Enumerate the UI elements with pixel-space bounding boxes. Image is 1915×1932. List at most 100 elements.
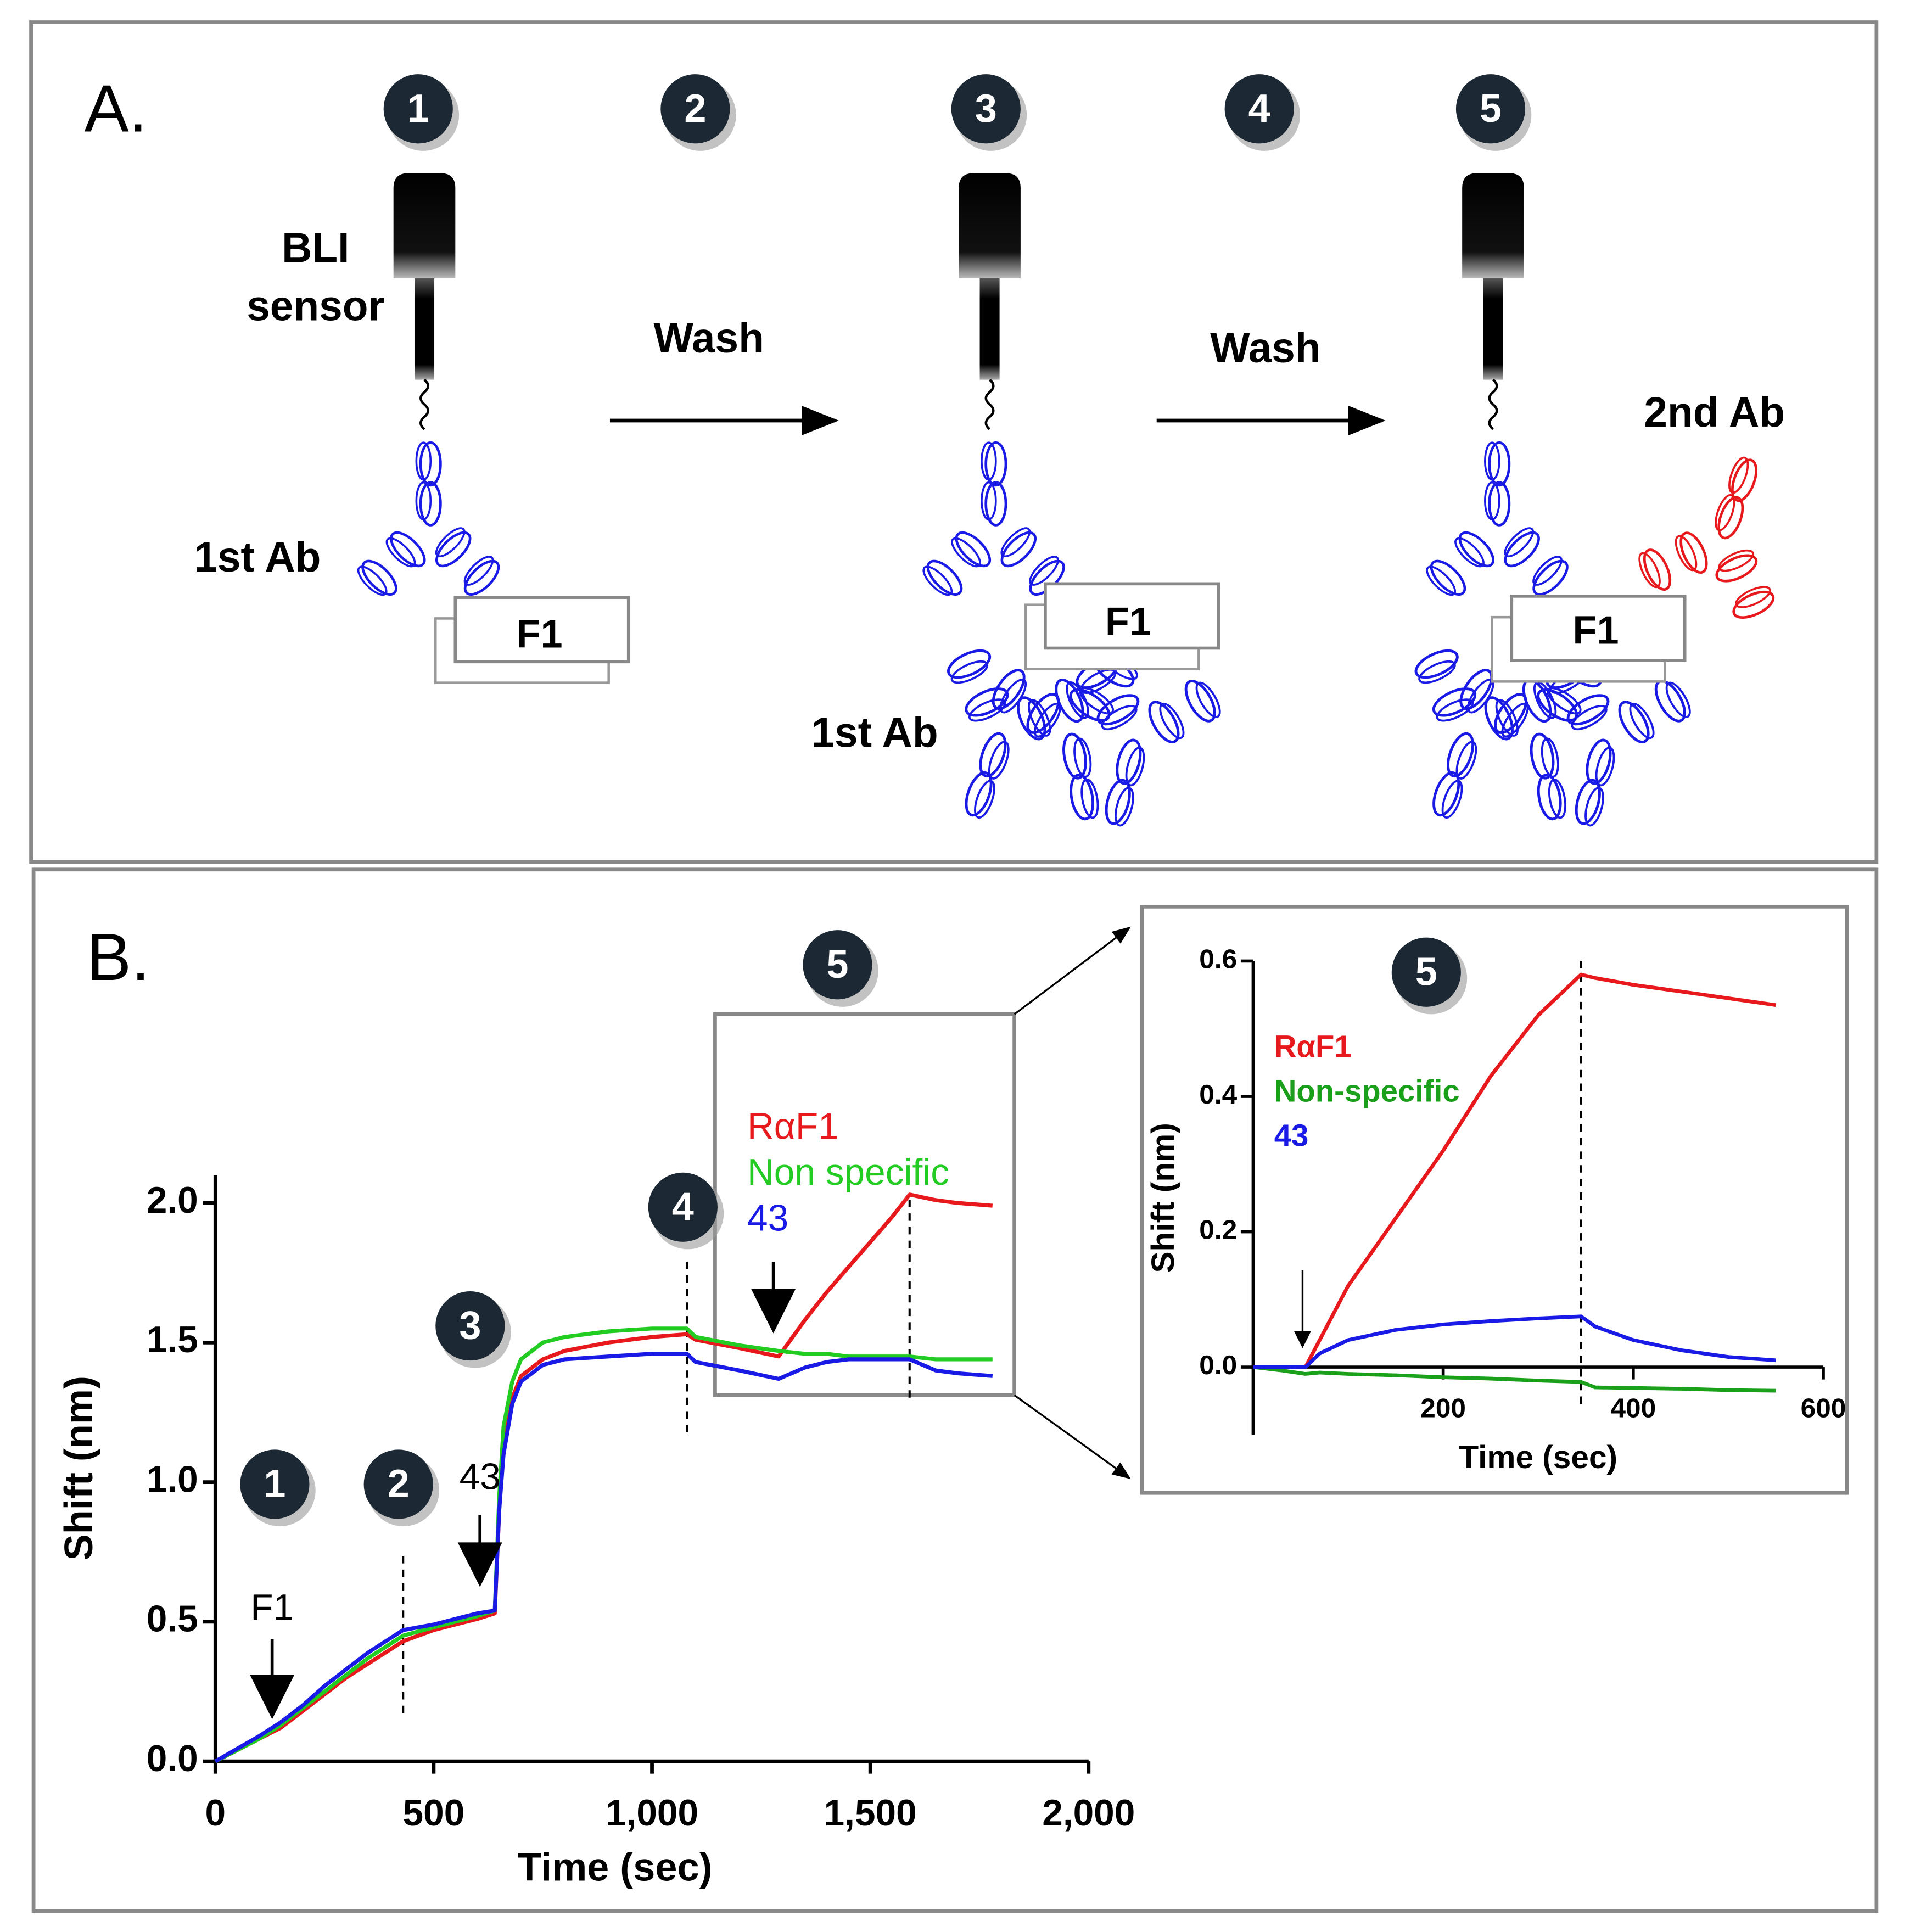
antibody-domain <box>968 698 1006 722</box>
antibody-domain <box>1732 590 1775 619</box>
antibody-domain <box>1125 747 1145 787</box>
antibody-domain <box>1629 702 1655 740</box>
x-axis-title: Time (sec) <box>1459 1440 1617 1475</box>
linker <box>984 378 995 430</box>
step-number: 4 <box>672 1185 694 1229</box>
wash-label: Wash <box>1210 325 1320 372</box>
antibody-domain <box>1184 680 1216 723</box>
antibody-domain <box>419 481 442 527</box>
step-number: 5 <box>1480 87 1502 131</box>
antibody-domain <box>1028 699 1051 737</box>
antibody-domain <box>1458 531 1494 568</box>
antibody-domain <box>463 556 494 586</box>
antigen-label: F1 <box>516 612 562 656</box>
x-tick-label: 400 <box>1610 1392 1656 1423</box>
antibody-domain <box>992 669 1026 710</box>
antibody-domain <box>1454 537 1485 568</box>
arrow-label: F1 <box>250 1587 294 1628</box>
antibody-domain <box>390 531 426 568</box>
antibody-domain <box>1715 554 1758 583</box>
x-tick-label: 0 <box>205 1793 226 1834</box>
y-tick-label: 1.0 <box>147 1459 198 1500</box>
antibody-domain <box>1504 531 1540 568</box>
y-tick-label: 2.0 <box>147 1180 198 1221</box>
step-badge <box>383 74 453 144</box>
y-axis-title: Shift (nm) <box>57 1376 101 1560</box>
linker <box>1488 378 1498 430</box>
antibody-domain <box>1073 737 1092 778</box>
antibody-label: 1st Ab <box>194 534 321 581</box>
antibody-domain <box>1000 531 1037 568</box>
antibody <box>1426 441 1569 596</box>
y-tick-label: 0.0 <box>147 1738 198 1779</box>
step-number: 4 <box>1248 87 1270 131</box>
antibody-domain <box>922 565 953 596</box>
step-badge <box>1391 937 1461 1007</box>
antibody-domain <box>1548 779 1566 819</box>
legend-entry: Non specific <box>747 1152 949 1193</box>
antibody-domain <box>1488 481 1511 527</box>
antibody-domain <box>1115 787 1134 827</box>
antibody-domain <box>415 481 432 520</box>
antibody-domain <box>385 537 416 568</box>
antibody-domain <box>1586 738 1612 785</box>
antibody-domain <box>1105 779 1131 825</box>
panel-label: A. <box>84 71 147 145</box>
antibody-domain <box>1728 456 1749 494</box>
inset-frame <box>1140 904 1849 1495</box>
step-badge <box>1455 74 1526 144</box>
antibody-label: 1st Ab <box>811 710 938 757</box>
linker <box>419 378 429 430</box>
antibody-domain <box>1029 556 1059 586</box>
antibody-domain <box>1000 527 1031 558</box>
antibody-domain <box>947 649 992 679</box>
sensor-head <box>1462 173 1524 278</box>
antibody-domain <box>1101 705 1138 731</box>
panel-b-frame <box>31 867 1879 1913</box>
antibody <box>1638 456 1775 619</box>
antibody-domain <box>974 780 995 819</box>
antibody-domain <box>1069 688 1111 722</box>
antibody-domain <box>981 441 997 481</box>
step-number: 3 <box>459 1304 481 1348</box>
panel-b-drawing: 0.0 0.5 1.0 1.5 2.0 0 500 1,000 1,500 2,000 Time (… <box>57 904 1849 1889</box>
antibody-domain <box>1715 494 1735 531</box>
antibody-domain <box>1547 687 1582 715</box>
sensor-rod <box>414 278 435 380</box>
antibody-domain <box>1679 531 1708 574</box>
antibody-domain <box>1484 481 1500 520</box>
arrow-head <box>751 1289 796 1334</box>
antibody-domain <box>357 565 388 596</box>
antibody-domain <box>926 559 963 596</box>
antibody-domain <box>1575 779 1601 825</box>
step-number: 5 <box>826 943 848 987</box>
series-line <box>1253 1314 1776 1369</box>
step-badge <box>363 1449 433 1519</box>
antibody <box>357 441 500 596</box>
antibody-domain <box>984 441 1007 487</box>
antibody-domain <box>1675 535 1698 572</box>
x-tick-label: 500 <box>403 1793 465 1834</box>
x-axis-title: Time (sec) <box>517 1845 712 1889</box>
antibody-domain <box>1070 774 1094 821</box>
x-tick-label: 200 <box>1420 1392 1466 1423</box>
antibody-domain <box>984 481 1007 527</box>
legend-entry: 43 <box>747 1197 788 1239</box>
x-tick-label: 1,500 <box>824 1793 917 1834</box>
sensor-head <box>959 173 1021 278</box>
y-tick-label: 0.2 <box>1199 1214 1237 1245</box>
antibody-domain <box>1484 696 1514 741</box>
sensor-rod <box>979 278 1000 380</box>
y-tick-label: 0.5 <box>147 1599 198 1640</box>
x-tick-label: 1,000 <box>606 1793 698 1834</box>
x-tick-label: 600 <box>1801 1392 1846 1423</box>
legend-entry: Non-specific <box>1274 1073 1460 1108</box>
antibody-domain <box>1148 701 1180 743</box>
antibody-domain <box>1430 559 1466 596</box>
antibody-domain <box>1033 702 1061 738</box>
antibody-label: 2nd Ab <box>1644 389 1785 436</box>
arrow-head <box>1294 1331 1312 1348</box>
step-number: 1 <box>407 87 429 131</box>
antibody-domain <box>1488 441 1511 487</box>
